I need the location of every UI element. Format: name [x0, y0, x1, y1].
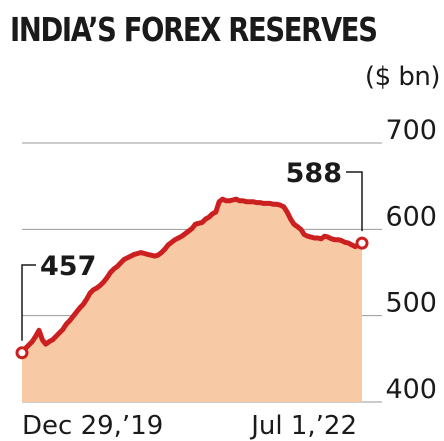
y-tick-label: 500: [385, 288, 437, 319]
area-fill: [22, 199, 362, 402]
callouts: 457 588: [21, 158, 363, 341]
series-line: [19, 196, 365, 356]
callout-bracket: [346, 171, 363, 232]
point-markers: [15, 236, 369, 360]
start-point-marker: [15, 346, 29, 360]
x-axis-label: Dec 29,’19: [22, 411, 163, 441]
end-point-marker: [355, 236, 369, 250]
callout-bracket: [21, 264, 36, 341]
callout-start-value: 457: [40, 251, 96, 282]
x-axis-label: Jul 1,’22: [249, 411, 357, 441]
y-tick-label: 700: [385, 115, 437, 146]
y-tick-label: 400: [385, 374, 437, 405]
callout-end-value: 588: [286, 158, 342, 189]
y-axis-ticks: 700 600 500 400: [385, 115, 437, 405]
chart-title: INDIA’S FOREX RESERVES: [10, 10, 378, 49]
x-axis-labels: Dec 29,’19 Jul 1,’22: [22, 411, 357, 441]
chart-unit-label: ($ bn): [364, 62, 441, 92]
y-tick-label: 600: [385, 201, 437, 232]
